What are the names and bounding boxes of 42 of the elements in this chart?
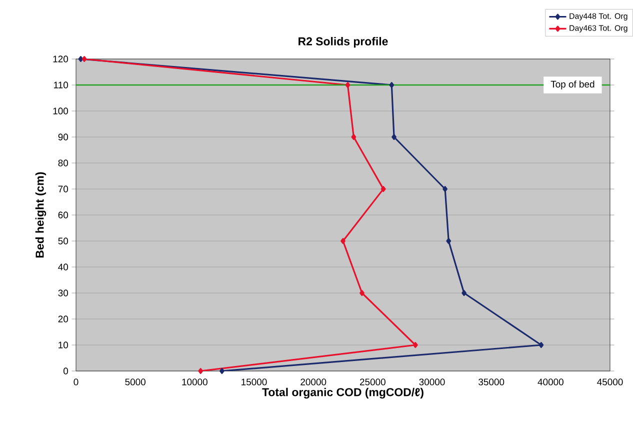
point [446, 238, 452, 244]
point [82, 56, 87, 62]
y-tick-label: 20 [58, 316, 68, 322]
y-axis-title: Bed height (cm) [35, 172, 46, 258]
y-tick-label: 40 [58, 264, 68, 270]
x-tick-label: 40000 [538, 378, 564, 386]
point [345, 82, 350, 88]
x-tick-label: 30000 [419, 378, 445, 386]
y-tick-label: 120 [53, 56, 68, 62]
x-tick-label: 35000 [478, 378, 504, 386]
x-tick-label: 5000 [125, 378, 146, 386]
ref-line-label: Top of bed [550, 80, 594, 90]
x-tick-label: 45000 [597, 378, 623, 386]
point [340, 238, 346, 244]
y-tick-label: 90 [58, 134, 68, 140]
point [412, 342, 418, 348]
y-tick-label: 110 [54, 82, 68, 88]
point [462, 290, 466, 296]
x-tick-label: 15000 [242, 378, 267, 386]
y-tick-label: 70 [58, 186, 68, 192]
point [351, 134, 356, 140]
point [198, 368, 204, 374]
point [220, 368, 224, 374]
point [392, 134, 396, 140]
chart-title: R2 Solids profile [298, 36, 388, 48]
y-tick-label: 50 [58, 238, 68, 244]
x-tick-label: 10000 [182, 378, 208, 386]
point [380, 186, 386, 192]
point [389, 82, 394, 88]
point [538, 342, 544, 348]
y-tick-label: 30 [58, 290, 68, 296]
y-tick-label: 0 [64, 368, 68, 374]
y-tick-label: 100 [53, 108, 68, 114]
x-tick-label: 20000 [300, 378, 326, 386]
y-tick-label: 60 [58, 212, 68, 218]
y-tick-label: 80 [58, 160, 68, 166]
point [442, 186, 448, 192]
point [360, 290, 364, 296]
x-tick-label: 0 [74, 378, 78, 386]
x-axis-title: Total organic COD (mgCOD/ℓ) [262, 388, 424, 399]
y-tick-label: 10 [58, 342, 68, 348]
x-tick-label: 25000 [360, 378, 386, 386]
